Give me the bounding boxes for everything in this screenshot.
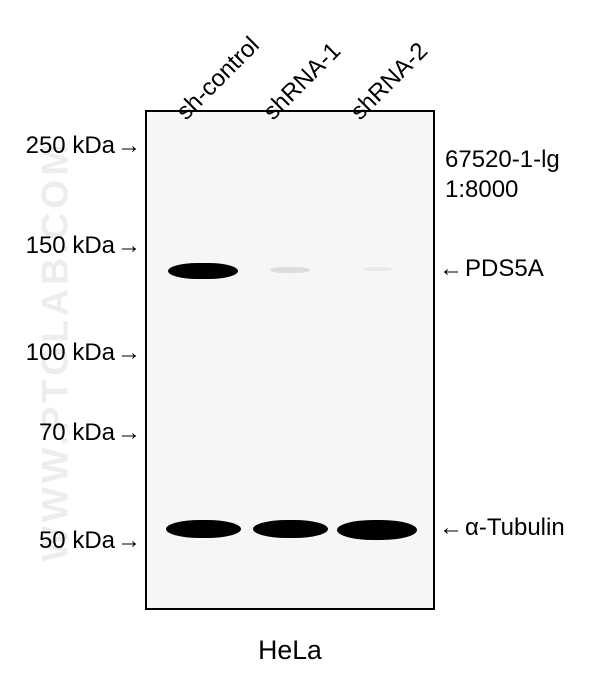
target-label-text: α-Tubulin [465, 514, 565, 542]
arrow-right-icon: → [117, 339, 141, 367]
mw-marker-2: 100 kDa→ [26, 339, 141, 367]
mw-marker-label: 70 kDa [39, 419, 115, 447]
arrow-left-icon: ← [439, 255, 463, 283]
target-label-1: ←α-Tubulin [439, 514, 565, 542]
mw-marker-3: 70 kDa→ [39, 419, 141, 447]
arrow-right-icon: → [117, 132, 141, 160]
arrow-right-icon: → [117, 419, 141, 447]
band-0 [168, 263, 238, 279]
mw-marker-1: 150 kDa→ [26, 232, 141, 260]
band-1 [270, 267, 310, 273]
band-5 [337, 520, 417, 540]
target-label-0: ←PDS5A [439, 255, 544, 283]
mw-marker-0: 250 kDa→ [26, 132, 141, 160]
mw-marker-label: 50 kDa [39, 527, 115, 555]
mw-marker-label: 250 kDa [26, 132, 115, 160]
mw-marker-label: 100 kDa [26, 339, 115, 367]
sample-label: HeLa [250, 635, 330, 666]
band-3 [166, 520, 241, 538]
figure-container: { "figure": { "type": "western-blot", "w… [0, 0, 600, 685]
antibody-info: 67520-1-lg 1:8000 [445, 145, 560, 205]
band-2 [362, 267, 392, 271]
arrow-right-icon: → [117, 232, 141, 260]
mw-marker-4: 50 kDa→ [39, 527, 141, 555]
antibody-catalog: 67520-1-lg [445, 145, 560, 175]
antibody-dilution: 1:8000 [445, 175, 518, 205]
mw-marker-label: 150 kDa [26, 232, 115, 260]
band-4 [253, 520, 328, 538]
arrow-left-icon: ← [439, 514, 463, 542]
target-label-text: PDS5A [465, 255, 544, 283]
watermark-text: WWW.PTGLAB.COM [34, 242, 77, 562]
arrow-right-icon: → [117, 527, 141, 555]
